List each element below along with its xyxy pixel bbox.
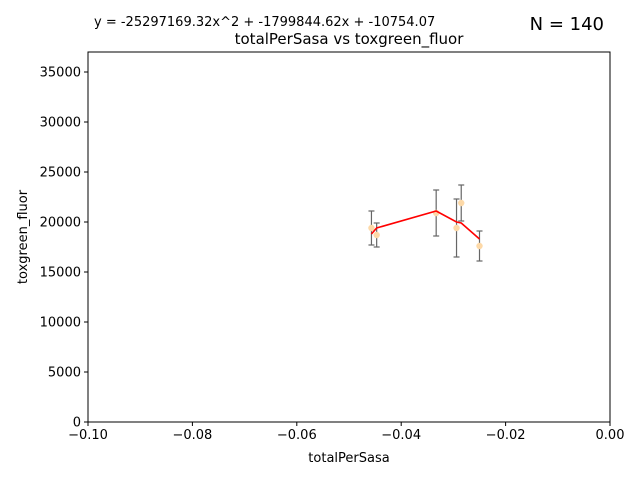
data-point <box>368 224 375 232</box>
x-tick-label: −0.10 <box>68 428 108 443</box>
x-tick-label: −0.02 <box>486 428 526 443</box>
x-axis-label: totalPerSasa <box>308 451 389 466</box>
chart-title: totalPerSasa vs toxgreen_fluor <box>235 30 465 49</box>
fit-line <box>370 210 481 240</box>
y-tick-label: 10000 <box>40 316 81 331</box>
fit-equation: y = -25297169.32x^2 + -1799844.62x + -10… <box>94 15 435 30</box>
y-tick-label: 15000 <box>40 266 81 281</box>
x-tick-label: −0.08 <box>172 428 212 443</box>
y-axis-label: toxgreen_fluor <box>16 189 31 284</box>
data-point <box>373 231 380 239</box>
y-tick-label: 25000 <box>40 166 81 181</box>
sample-count: N = 140 <box>530 14 604 35</box>
x-tick-label: 0.00 <box>596 428 625 443</box>
x-tick-label: −0.06 <box>277 428 317 443</box>
x-tick-label: −0.04 <box>381 428 421 443</box>
y-tick-label: 30000 <box>40 116 81 131</box>
y-tick-label: 0 <box>73 416 81 431</box>
axes-frame <box>87 51 611 423</box>
data-point <box>458 199 465 207</box>
y-tick-label: 20000 <box>40 216 81 231</box>
y-tick-label: 35000 <box>40 66 81 81</box>
y-tick-label: 5000 <box>48 366 81 381</box>
data-point <box>476 242 483 250</box>
x-axis-ticks: −0.10 −0.08 −0.06 −0.04 −0.02 0.00 <box>68 422 624 443</box>
y-axis-ticks: 0 5000 10000 15000 20000 25000 30000 35000 <box>40 66 88 431</box>
plot-area <box>368 184 483 262</box>
data-point <box>453 224 460 232</box>
